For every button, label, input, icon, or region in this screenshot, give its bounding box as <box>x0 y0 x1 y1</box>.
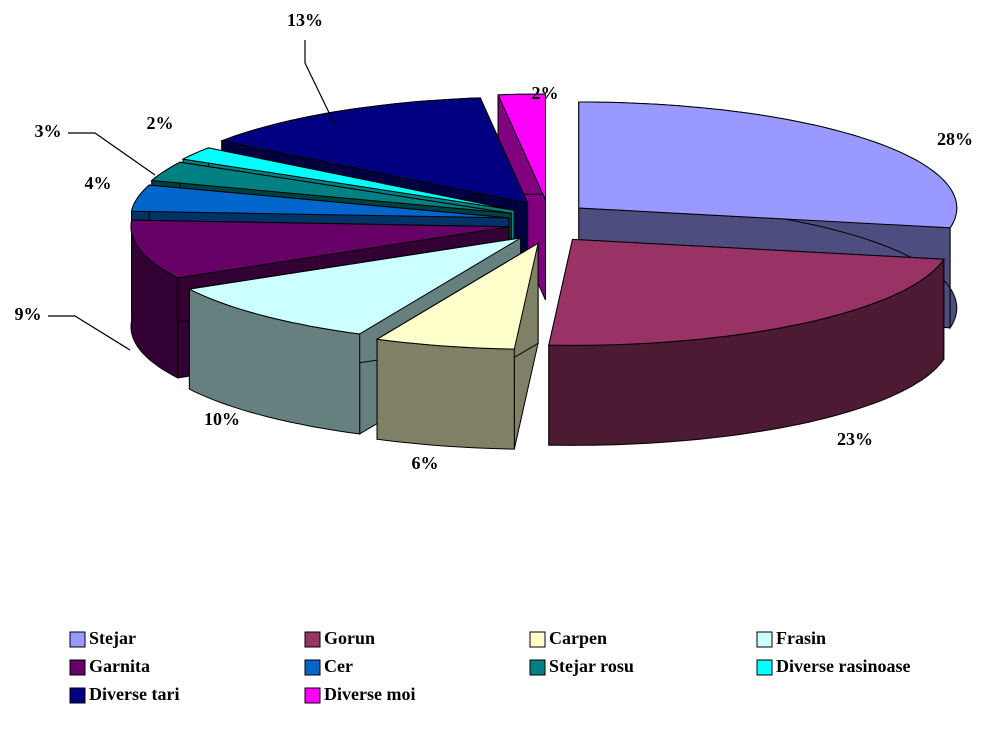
data-label: 23% <box>837 429 873 449</box>
legend-label: Gorun <box>324 628 375 648</box>
legend-label: Diverse rasinoase <box>776 656 910 676</box>
legend-swatch <box>304 659 321 676</box>
slice <box>548 238 945 446</box>
slice-top <box>375 242 539 350</box>
leader-line <box>304 40 336 126</box>
legend-label: Carpen <box>549 628 607 648</box>
data-label: 3% <box>35 121 62 141</box>
leader-line <box>48 315 131 351</box>
slice-top <box>130 184 509 219</box>
legend-swatch <box>69 659 86 676</box>
slice-wall <box>376 338 515 450</box>
data-label: 28% <box>937 129 973 149</box>
data-label: 4% <box>85 173 112 193</box>
legend-swatch <box>69 687 86 704</box>
legend-swatch <box>529 659 546 676</box>
data-label: 10% <box>204 409 240 429</box>
slice <box>375 242 539 450</box>
legend-swatch <box>529 631 546 648</box>
legend-label: Stejar <box>89 628 136 648</box>
legend-swatch <box>756 631 773 648</box>
legend-swatch <box>304 631 321 648</box>
slice-top <box>497 93 546 201</box>
legend-label: Diverse tari <box>89 684 179 704</box>
data-label: 2% <box>532 83 559 103</box>
legend-swatch <box>304 687 321 704</box>
slice-top <box>187 237 521 335</box>
legend-label: Frasin <box>776 628 826 648</box>
data-label: 2% <box>147 113 174 133</box>
legend-label: Garnita <box>89 656 150 676</box>
leader-line <box>68 132 156 176</box>
slice-top <box>548 238 945 346</box>
slice-top <box>181 147 515 211</box>
legend-label: Stejar rosu <box>549 656 634 676</box>
data-label: 9% <box>15 304 42 324</box>
data-label: 6% <box>412 453 439 473</box>
legend-label: Cer <box>324 656 353 676</box>
slice-top <box>130 219 510 279</box>
slice-top <box>150 161 512 214</box>
legend-swatch <box>69 631 86 648</box>
data-label: 13% <box>287 10 323 30</box>
legend-label: Diverse moi <box>324 684 415 704</box>
slice-top <box>578 101 958 229</box>
slice-top <box>220 97 529 204</box>
legend-swatch <box>756 659 773 676</box>
